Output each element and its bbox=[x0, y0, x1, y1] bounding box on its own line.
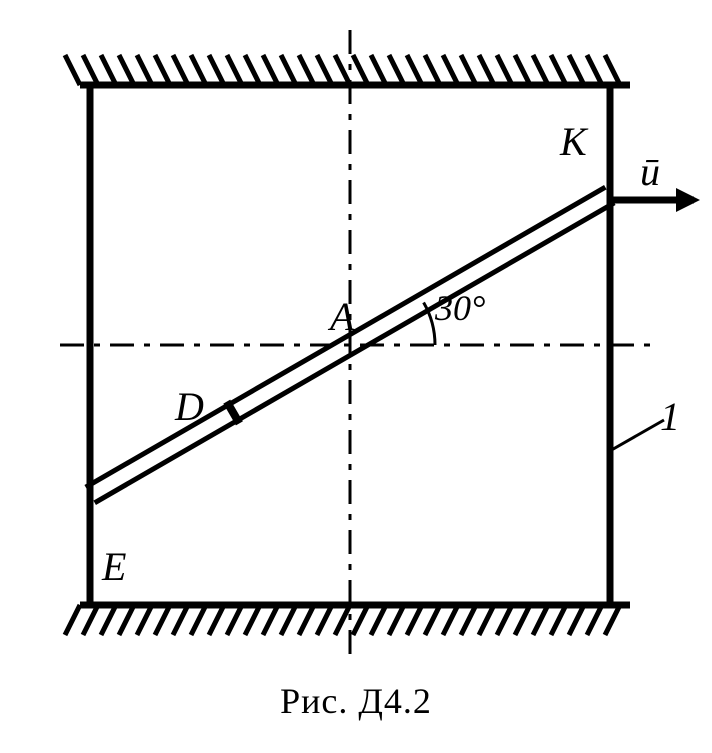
hatch-bottom bbox=[65, 605, 620, 635]
label-a: A bbox=[327, 294, 355, 339]
label-one: 1 bbox=[660, 394, 680, 439]
hatch-top bbox=[65, 55, 620, 85]
label-e: E bbox=[101, 544, 126, 589]
label-d: D bbox=[174, 384, 204, 429]
point-d-marker bbox=[227, 402, 240, 424]
figure-caption: Рис. Д4.2 bbox=[0, 680, 712, 722]
label-k: K bbox=[559, 119, 589, 164]
label-angle: 30° bbox=[434, 288, 485, 328]
label-velocity: ū bbox=[640, 149, 660, 194]
leader-one bbox=[608, 420, 664, 452]
velocity-arrowhead bbox=[676, 188, 700, 212]
